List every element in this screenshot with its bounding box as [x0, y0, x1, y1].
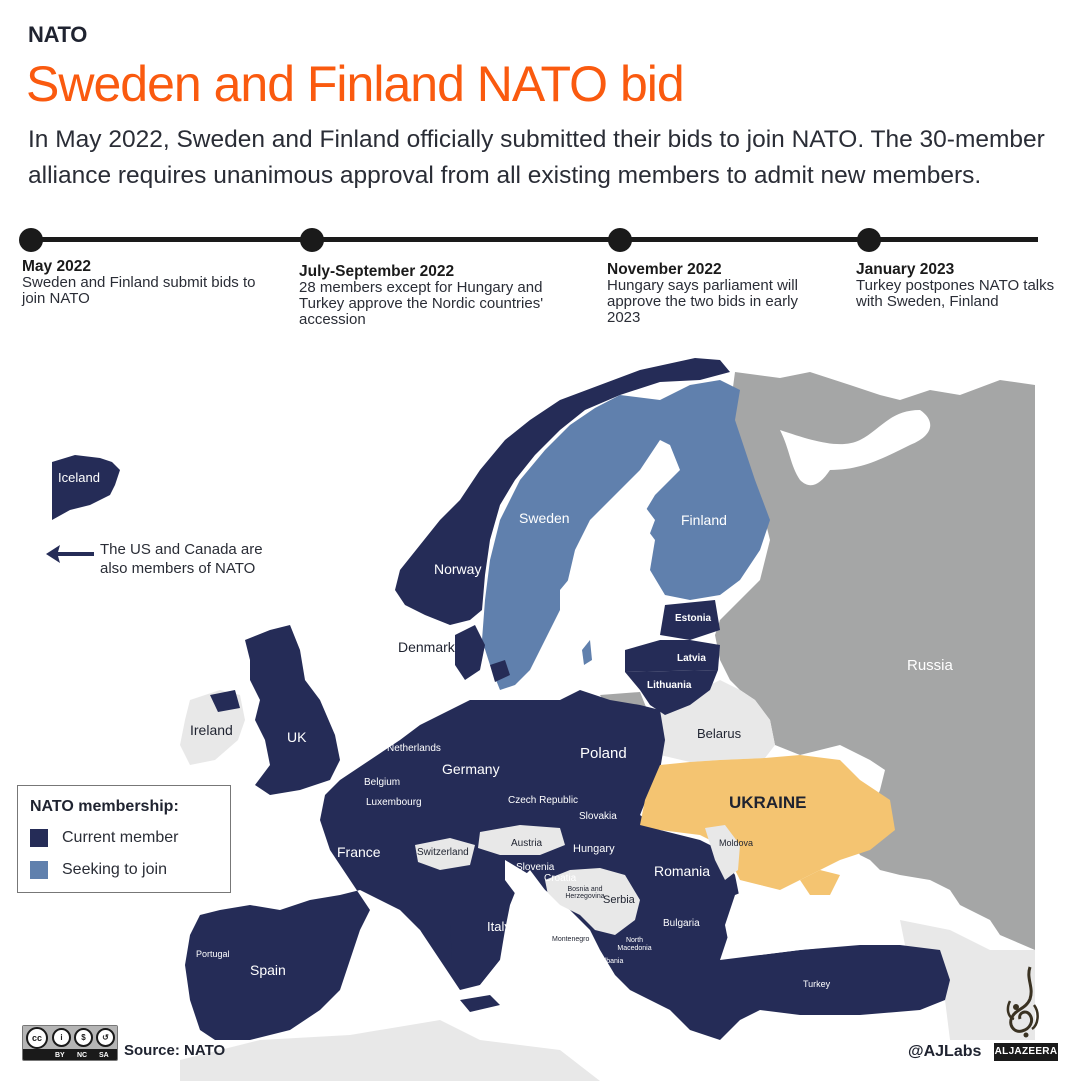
- timeline-item: November 2022 Hungary says parliament wi…: [607, 262, 812, 326]
- label-ukraine: UKRAINE: [729, 793, 807, 812]
- russia-shape: [715, 372, 1035, 950]
- label-portugal: Portugal: [196, 949, 230, 959]
- label-russia: Russia: [907, 657, 953, 674]
- aljazeera-logo-icon: [1006, 966, 1039, 1038]
- moldova-shape: [705, 825, 740, 880]
- label-north-macedonia: North Macedonia: [617, 937, 652, 952]
- estonia-shape: [660, 600, 720, 640]
- license-by: BY: [55, 1052, 65, 1059]
- label-finland: Finland: [681, 512, 727, 528]
- label-germany: Germany: [442, 761, 500, 777]
- label-belarus: Belarus: [697, 726, 742, 741]
- legend-label: Current member: [62, 829, 179, 847]
- label-uk: UK: [287, 729, 307, 745]
- label-czech-republic: Czech Republic: [508, 795, 579, 806]
- timeline-item: January 2023 Turkey postpones NATO talks…: [856, 262, 1081, 310]
- legend: NATO membership: Current member Seeking …: [17, 785, 231, 893]
- serbia-bosnia-shape: [545, 868, 640, 935]
- label-croatia: Croatia: [544, 873, 577, 884]
- legend-swatch: [30, 861, 48, 879]
- label-albania: Albania: [600, 958, 624, 965]
- label-montenegro: Montenegro: [552, 936, 590, 943]
- timeline-dot: [300, 228, 324, 252]
- cc-icon: cc: [26, 1027, 48, 1049]
- legend-swatch: [30, 829, 48, 847]
- latvia-shape: [625, 640, 720, 672]
- page-title: Sweden and Finland NATO bid: [26, 56, 685, 112]
- label-iceland: Iceland: [58, 470, 100, 485]
- uk-shape: [245, 625, 340, 795]
- iceland-shape: [52, 455, 120, 520]
- timeline-date: November 2022: [607, 261, 722, 278]
- europe-map: [52, 358, 1035, 1081]
- label-bosnia: Bosnia and Herzegovina: [565, 886, 605, 900]
- license-nc: NC: [77, 1052, 88, 1059]
- austria-shape: [478, 825, 565, 855]
- intro-text: In May 2022, Sweden and Finland official…: [28, 126, 1045, 189]
- label-turkey: Turkey: [803, 979, 831, 989]
- label-switzerland: Switzerland: [417, 847, 469, 858]
- timeline-date: May 2022: [22, 258, 91, 275]
- label-italy: Italy: [487, 919, 511, 934]
- label-france: France: [337, 844, 381, 860]
- legend-title: NATO membership:: [30, 798, 179, 815]
- ukraine-shape: [640, 755, 895, 890]
- label-estonia: Estonia: [675, 613, 712, 624]
- label-slovakia: Slovakia: [579, 811, 617, 822]
- label-luxembourg: Luxembourg: [366, 797, 422, 808]
- label-poland: Poland: [580, 745, 627, 762]
- label-denmark: Denmark: [398, 639, 455, 655]
- sweden-shape: [482, 395, 660, 690]
- label-belgium: Belgium: [364, 777, 401, 788]
- denmark-shape: [455, 625, 485, 680]
- by-icon: i: [52, 1028, 71, 1047]
- lithuania-shape: [625, 670, 718, 715]
- timeline-date: July-September 2022: [299, 263, 455, 280]
- nc-icon: $: [74, 1028, 93, 1047]
- finland-shape: [640, 380, 770, 600]
- timeline-dot: [857, 228, 881, 252]
- label-romania: Romania: [654, 863, 711, 879]
- aj-labs-credit: @AJLabs: [908, 1043, 982, 1060]
- timeline-text: 28 members except for Hungary and Turkey…: [299, 279, 544, 328]
- norway-shape: [395, 358, 730, 625]
- timeline-text: Hungary says parliament will approve the…: [607, 277, 798, 326]
- switzerland-shape: [415, 838, 475, 870]
- label-hungary: Hungary: [573, 843, 615, 855]
- timeline-text: Turkey postpones NATO talks with Sweden,…: [856, 277, 1055, 310]
- label-spain: Spain: [250, 962, 286, 978]
- label-lithuania: Lithuania: [647, 680, 692, 691]
- label-bulgaria: Bulgaria: [663, 918, 700, 929]
- license-sa: SA: [99, 1052, 109, 1059]
- source-text: Source: NATO: [124, 1042, 226, 1059]
- label-moldova: Moldova: [719, 838, 754, 848]
- creative-commons-badge: cc i $ ↺ BY NC SA: [22, 1025, 118, 1061]
- legend-item-seeking-to-join: Seeking to join: [30, 861, 167, 879]
- legend-label: Seeking to join: [62, 861, 167, 879]
- timeline-dot: [608, 228, 632, 252]
- arrow-left-icon: [46, 545, 94, 563]
- label-slovenia: Slovenia: [516, 862, 555, 873]
- label-netherlands: Netherlands: [387, 743, 441, 754]
- label-sweden: Sweden: [519, 510, 570, 526]
- label-ireland: Ireland: [190, 722, 233, 738]
- label-norway: Norway: [434, 561, 482, 577]
- timeline-date: January 2023: [856, 261, 955, 278]
- aljazeera-badge: ALJAZEERA: [994, 1043, 1058, 1061]
- continental-nato-shape: [185, 690, 950, 1040]
- timeline-item: May 2022 Sweden and Finland submit bids …: [22, 259, 262, 307]
- legend-item-current-member: Current member: [30, 829, 178, 847]
- timeline-line: [30, 237, 1038, 242]
- label-latvia: Latvia: [677, 653, 706, 664]
- timeline-dot: [19, 228, 43, 252]
- timeline-text: Sweden and Finland submit bids to join N…: [22, 274, 256, 307]
- sa-icon: ↺: [96, 1028, 115, 1047]
- timeline-item: July-September 2022 28 members except fo…: [299, 264, 559, 328]
- us-canada-note: The US and Canada are also members of NA…: [100, 541, 263, 577]
- kicker: NATO: [28, 22, 88, 47]
- label-serbia: Serbia: [603, 894, 635, 906]
- label-austria: Austria: [511, 838, 543, 849]
